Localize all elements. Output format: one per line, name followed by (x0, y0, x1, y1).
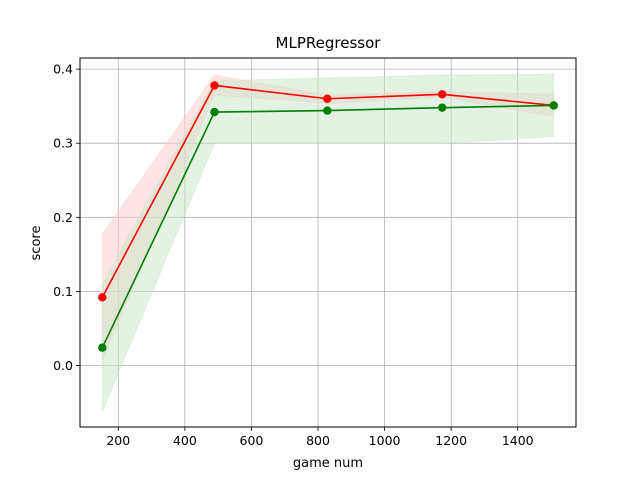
series-1-point (549, 101, 558, 110)
y-tick-label: 0.2 (53, 210, 73, 225)
x-tick-label: 1200 (435, 433, 467, 448)
series-1-point (210, 107, 219, 117)
y-tick-label: 0.3 (53, 136, 73, 151)
plot-area-frame (79, 57, 577, 428)
y-tick-label: 0.1 (53, 284, 73, 299)
series-0-point (323, 94, 332, 103)
series-1-point (437, 103, 447, 112)
x-tick-label: 1400 (502, 433, 534, 448)
y-tick-label: 0.0 (53, 358, 73, 373)
confidence-bands (101, 73, 555, 412)
y-tick-label: 0.4 (53, 62, 73, 77)
series-1-band (101, 73, 555, 412)
x-tick-label: 200 (106, 433, 130, 448)
y-axis-label: score (29, 226, 44, 261)
series-1-point (323, 106, 332, 115)
x-axis-ticks: 200 400 600 800 1000 1200 1400 (106, 427, 534, 448)
x-tick-label: 1000 (369, 433, 401, 448)
series-points (98, 81, 558, 352)
y-axis-ticks: 0.0 0.1 0.2 0.3 0.4 (53, 62, 80, 373)
x-axis-label: game num (293, 456, 363, 471)
series-0-point (437, 90, 447, 99)
series-0-point (98, 293, 107, 302)
series-0-point (210, 81, 219, 90)
x-tick-label: 800 (306, 433, 330, 448)
x-tick-label: 600 (240, 433, 264, 448)
chart-title: MLPRegressor (276, 34, 382, 52)
series-1-point (98, 343, 107, 352)
x-tick-label: 400 (173, 433, 197, 448)
